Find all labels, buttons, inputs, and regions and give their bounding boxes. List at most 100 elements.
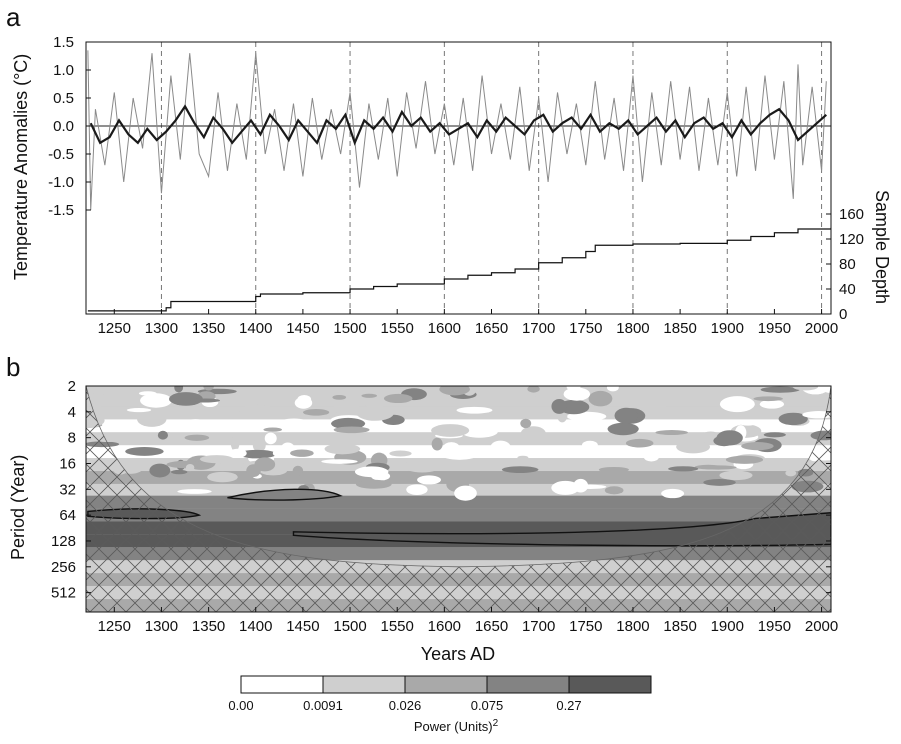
x-tick-label-1550: 1550 — [381, 320, 414, 337]
power-feature — [574, 484, 607, 489]
power-feature — [355, 479, 392, 489]
x-tick-label-1300: 1300 — [145, 618, 178, 635]
power-feature — [140, 393, 172, 408]
power-feature — [725, 455, 764, 464]
power-feature — [177, 489, 212, 494]
power-feature — [263, 427, 283, 432]
power-feature — [741, 442, 774, 451]
power-feature — [272, 449, 282, 457]
panel-b-x-axis: 1250 1300 1350 1400 1450 1500 1550 1600 1650 1700… — [98, 607, 838, 635]
power-feature — [333, 426, 370, 434]
power-feature — [153, 427, 175, 433]
x-tick-label-1650: 1650 — [475, 320, 508, 337]
sample-depth-series — [87, 227, 831, 312]
smoothed-temperature-series — [89, 104, 828, 146]
power-feature — [439, 386, 470, 396]
power-feature — [174, 386, 184, 393]
power-feature — [529, 396, 553, 402]
x-tick-label-1350: 1350 — [192, 618, 225, 635]
x-tick-label-1900: 1900 — [711, 320, 744, 337]
x-tick-label-1500: 1500 — [333, 618, 366, 635]
colorbar-swatch-1 — [322, 675, 406, 694]
power-feature — [281, 386, 314, 390]
power-feature — [332, 394, 347, 400]
period-tick-label-8: 8 — [68, 430, 76, 447]
y-tick-label: 1.5 — [53, 34, 74, 51]
power-feature — [527, 386, 540, 393]
period-tick-label-512: 512 — [51, 585, 76, 602]
panel-b-frame — [85, 385, 832, 613]
y-tick-label: -1.0 — [48, 174, 74, 191]
x-tick-label-2000: 2000 — [805, 618, 838, 635]
power-feature — [598, 466, 629, 473]
power-feature — [334, 399, 360, 415]
power-feature — [331, 417, 366, 430]
panel-a-y-label: Temperature Anomalies (°C) — [11, 54, 31, 280]
x-tick-label-1450: 1450 — [286, 618, 319, 635]
power-feature — [406, 484, 428, 495]
power-feature — [520, 418, 532, 429]
power-feature — [403, 459, 442, 473]
colorbar-tick-label: 0.075 — [471, 698, 504, 713]
power-feature — [614, 407, 638, 424]
colorbar-tick-label: 0.27 — [556, 698, 581, 713]
x-tick-label-1400: 1400 — [239, 618, 272, 635]
colorbar-swatch-2 — [404, 675, 488, 694]
power-feature — [443, 442, 460, 452]
colorbar-label: Power (Units)2 — [414, 718, 499, 734]
power-feature — [252, 438, 266, 452]
power-feature — [551, 398, 567, 414]
power-band-4 — [86, 406, 831, 420]
panel-label-a: a — [6, 2, 21, 32]
power-feature — [169, 392, 203, 406]
period-tick-label-4: 4 — [68, 404, 76, 421]
power-feature — [668, 466, 699, 472]
x-tick-label-1550: 1550 — [381, 618, 414, 635]
panel-a-x-axis: 1250 1300 1350 1400 1450 1500 1550 1600 1650 1700… — [98, 309, 838, 337]
power-feature — [230, 435, 240, 452]
power-feature — [456, 406, 493, 414]
power-feature — [661, 488, 685, 499]
power-feature — [785, 469, 797, 477]
panel-b-y-axis: 2 4 8 16 32 64 128 256 512 — [51, 378, 831, 602]
power-feature — [254, 457, 276, 472]
power-feature — [389, 450, 412, 457]
x-tick-label-1300: 1300 — [145, 320, 178, 337]
power-band-64 — [86, 508, 831, 522]
x-tick-label-1650: 1650 — [475, 618, 508, 635]
y2-tick-label-0: 0 — [839, 306, 847, 323]
x-tick-label-1850: 1850 — [663, 320, 696, 337]
colorbar-swatch-3 — [486, 675, 570, 694]
y-tick-label: 0.0 — [53, 118, 74, 135]
power-feature — [125, 446, 164, 456]
power-feature — [137, 411, 167, 427]
period-tick-label-256: 256 — [51, 559, 76, 576]
power-feature — [501, 466, 539, 474]
power-feature — [170, 469, 188, 475]
power-feature — [759, 399, 785, 409]
x-tick-label-1250: 1250 — [98, 618, 131, 635]
power-feature — [760, 386, 800, 393]
x-tick-label-1950: 1950 — [758, 320, 791, 337]
y2-tick-label-160: 160 — [839, 206, 864, 223]
power-feature — [625, 438, 654, 448]
power-feature — [581, 440, 598, 450]
colorbar-swatch-4 — [568, 675, 652, 694]
power-feature — [694, 464, 722, 470]
y-tick-label: 0.5 — [53, 90, 74, 107]
annual-temperature-series — [87, 50, 827, 211]
significant-region-mid — [227, 488, 343, 501]
power-feature — [551, 480, 580, 495]
x-tick-label-1250: 1250 — [98, 320, 131, 337]
x-tick-label-1850: 1850 — [663, 618, 696, 635]
power-feature — [292, 465, 304, 476]
power-feature — [290, 449, 314, 457]
power-feature — [606, 386, 619, 392]
panel-label-b: b — [6, 352, 20, 382]
power-feature — [185, 463, 195, 472]
colorbar-tick-label: 0.026 — [389, 698, 422, 713]
power-feature — [321, 459, 358, 464]
panel-a-frame — [85, 41, 832, 315]
x-tick-label-1700: 1700 — [522, 618, 555, 635]
colorbar-tick-label: 0.0091 — [303, 698, 343, 713]
